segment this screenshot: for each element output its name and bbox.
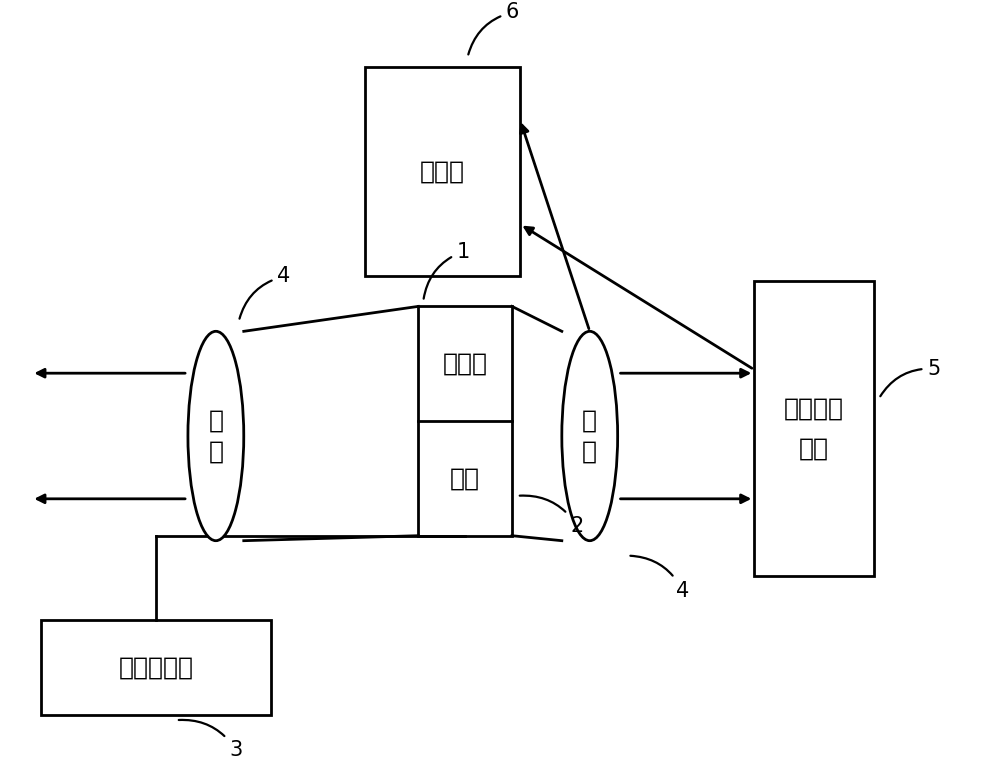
Text: 6: 6 xyxy=(468,2,519,55)
Text: 数字微镜
器件: 数字微镜 器件 xyxy=(784,397,844,460)
Bar xyxy=(418,306,512,536)
Bar xyxy=(365,67,520,276)
Text: 温度控制器: 温度控制器 xyxy=(119,655,194,680)
Bar xyxy=(41,621,271,715)
Text: 功率计: 功率计 xyxy=(420,160,465,184)
Text: 透
镜: 透 镜 xyxy=(582,408,597,464)
Ellipse shape xyxy=(188,331,244,540)
Text: 2: 2 xyxy=(520,496,583,536)
Text: 热沉: 热沉 xyxy=(450,466,480,490)
Text: 3: 3 xyxy=(179,720,242,760)
Text: 5: 5 xyxy=(880,359,940,396)
Bar xyxy=(754,282,874,576)
Text: 透
镜: 透 镜 xyxy=(208,408,223,464)
Text: 4: 4 xyxy=(240,266,290,319)
Ellipse shape xyxy=(562,331,618,540)
Text: 激光器: 激光器 xyxy=(443,352,488,376)
Text: 1: 1 xyxy=(424,242,470,299)
Text: 4: 4 xyxy=(630,556,689,601)
